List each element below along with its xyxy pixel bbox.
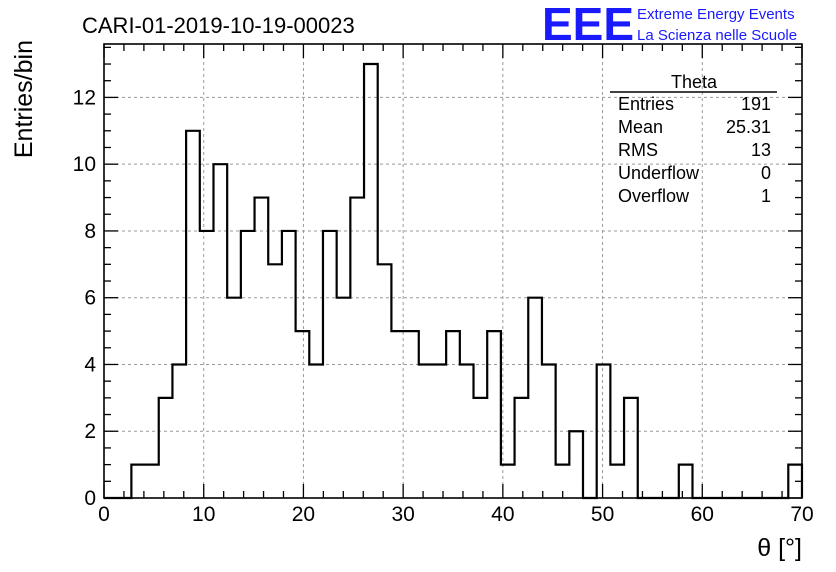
y-tick-label: 2 [84, 420, 96, 443]
run-title: CARI-01-2019-10-19-00023 [82, 13, 355, 38]
x-tick-label: 60 [691, 503, 714, 526]
eee-logo-line1: Extreme Energy Events [637, 6, 795, 23]
y-tick-label: 0 [84, 487, 96, 510]
plot-frame [103, 43, 803, 499]
stats-row-label: Underflow [618, 163, 700, 183]
y-tick-label: 4 [84, 353, 96, 376]
stats-rows: Entries 191 Mean 25.31 RMS 13 Underflow 0 Overfl… [618, 94, 771, 206]
x-tick-label: 10 [192, 503, 215, 526]
eee-logo-line2: La Scienza nelle Scuole [637, 27, 797, 44]
stats-title: Theta [671, 72, 718, 92]
x-tick-label: 70 [790, 503, 813, 526]
eee-logo-mark: EEE [542, 0, 634, 50]
y-tick-label: 6 [84, 287, 96, 310]
y-axis-title: Entries/bin [10, 40, 38, 158]
y-tick-labels: 0 2 4 6 8 10 12 [73, 86, 97, 510]
stats-row-value: 13 [751, 140, 771, 160]
stats-row-label: Entries [618, 94, 674, 114]
stats-row-value: 1 [761, 186, 771, 206]
stats-row-value: 191 [741, 94, 771, 114]
y-tick-label: 8 [84, 220, 96, 243]
y-tick-label: 10 [73, 153, 96, 176]
x-tick-labels: 0 10 20 30 40 50 60 70 [98, 503, 814, 526]
x-tick-label: 40 [491, 503, 514, 526]
x-tick-label: 50 [591, 503, 614, 526]
y-tick-label: 12 [73, 86, 96, 109]
x-axis-title: θ [°] [757, 534, 802, 562]
stats-box: Theta Entries 191 Mean 25.31 RMS 13 Underflow 0… [610, 72, 777, 206]
axis-ticks [103, 44, 803, 499]
stats-row-value: 25.31 [726, 117, 771, 137]
eee-logo: EEE Extreme Energy Events La Scienza nel… [542, 0, 797, 50]
x-tick-label: 0 [98, 503, 110, 526]
x-tick-label: 20 [292, 503, 315, 526]
histogram-outline [104, 62, 804, 500]
grid-lines [103, 44, 803, 499]
x-tick-label: 30 [391, 503, 414, 526]
stats-row-label: RMS [618, 140, 658, 160]
stats-row-label: Mean [618, 117, 663, 137]
stats-row-label: Overflow [618, 186, 690, 206]
stats-row-value: 0 [761, 163, 771, 183]
